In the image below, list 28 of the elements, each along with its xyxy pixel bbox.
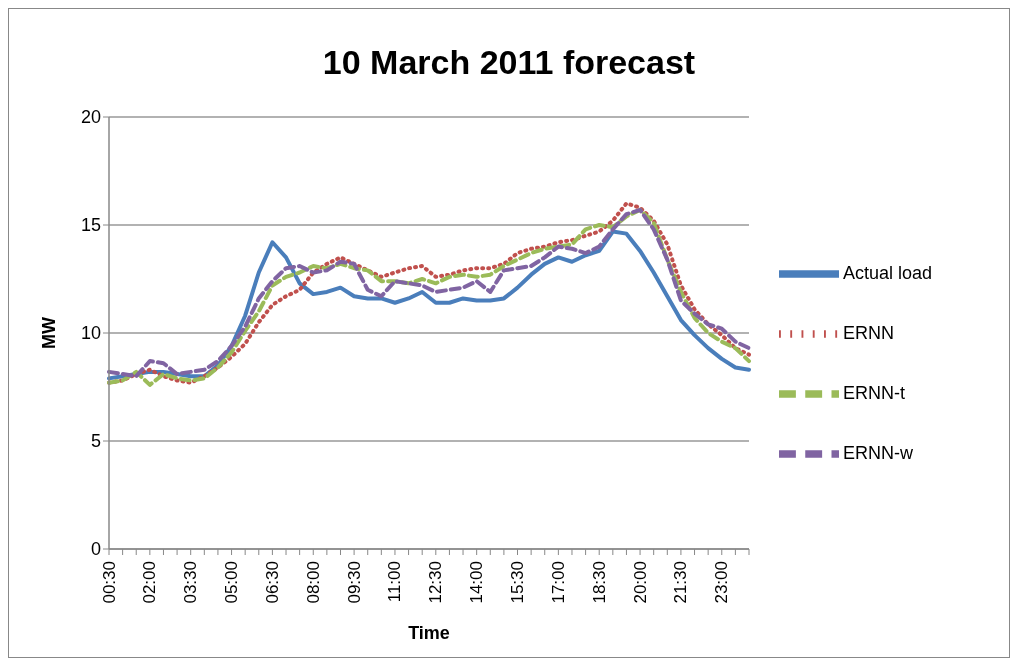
legend-label: ERNN-t — [843, 382, 905, 403]
x-tick-label: 17:00 — [548, 561, 568, 604]
y-axis-title: MW — [39, 317, 60, 349]
x-tick-label: 23:00 — [712, 561, 732, 604]
x-tick-label: 00:30 — [99, 561, 119, 604]
x-tick-label: 11:00 — [385, 561, 405, 603]
x-tick-label: 05:00 — [222, 561, 242, 604]
x-tick-label: 06:30 — [262, 561, 282, 604]
legend-label: Actual load — [843, 262, 933, 283]
x-tick-label: 08:00 — [303, 561, 323, 604]
y-tick-label: 20 — [80, 107, 101, 128]
legend-label: ERNN-w — [843, 442, 913, 463]
x-tick-label: 14:00 — [467, 561, 487, 604]
x-axis-title: Time — [408, 623, 450, 643]
x-tick-label: 09:30 — [344, 561, 364, 604]
y-tick-label: 0 — [90, 539, 101, 560]
x-tick-label: 15:30 — [508, 561, 528, 604]
chart-title: 10 March 2011 forecast — [321, 42, 697, 81]
x-tick-label: 02:00 — [140, 561, 160, 604]
legend-label: ERNN — [843, 322, 895, 343]
x-tick-label: 03:30 — [181, 561, 201, 604]
x-tick-label: 20:00 — [630, 561, 650, 604]
x-tick-label: 18:30 — [589, 561, 609, 604]
y-tick-label: 5 — [90, 431, 101, 452]
y-tick-label: 10 — [80, 323, 101, 344]
x-tick-label: 21:30 — [671, 561, 691, 604]
y-tick-label: 15 — [80, 215, 101, 236]
x-tick-label: 12:30 — [426, 561, 446, 604]
